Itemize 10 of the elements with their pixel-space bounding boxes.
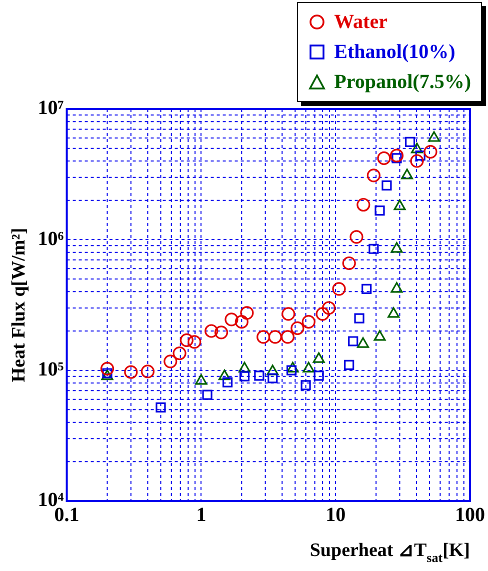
y-tick-label: 10⁷ — [38, 97, 64, 120]
y-tick-label: 10⁶ — [38, 228, 64, 250]
legend-label: Propanol(7.5%) — [334, 70, 471, 95]
legend-label: Water — [334, 10, 388, 35]
x-tick-label: 10 — [326, 504, 346, 526]
y-axis-title: Heat Flux q[W/m²] — [8, 228, 30, 382]
legend-label: Ethanol(10%) — [334, 40, 456, 65]
y-tick-label: 10⁵ — [38, 358, 64, 381]
x-tick-label: 100 — [455, 504, 485, 526]
x-tick-label: 1 — [196, 504, 206, 526]
